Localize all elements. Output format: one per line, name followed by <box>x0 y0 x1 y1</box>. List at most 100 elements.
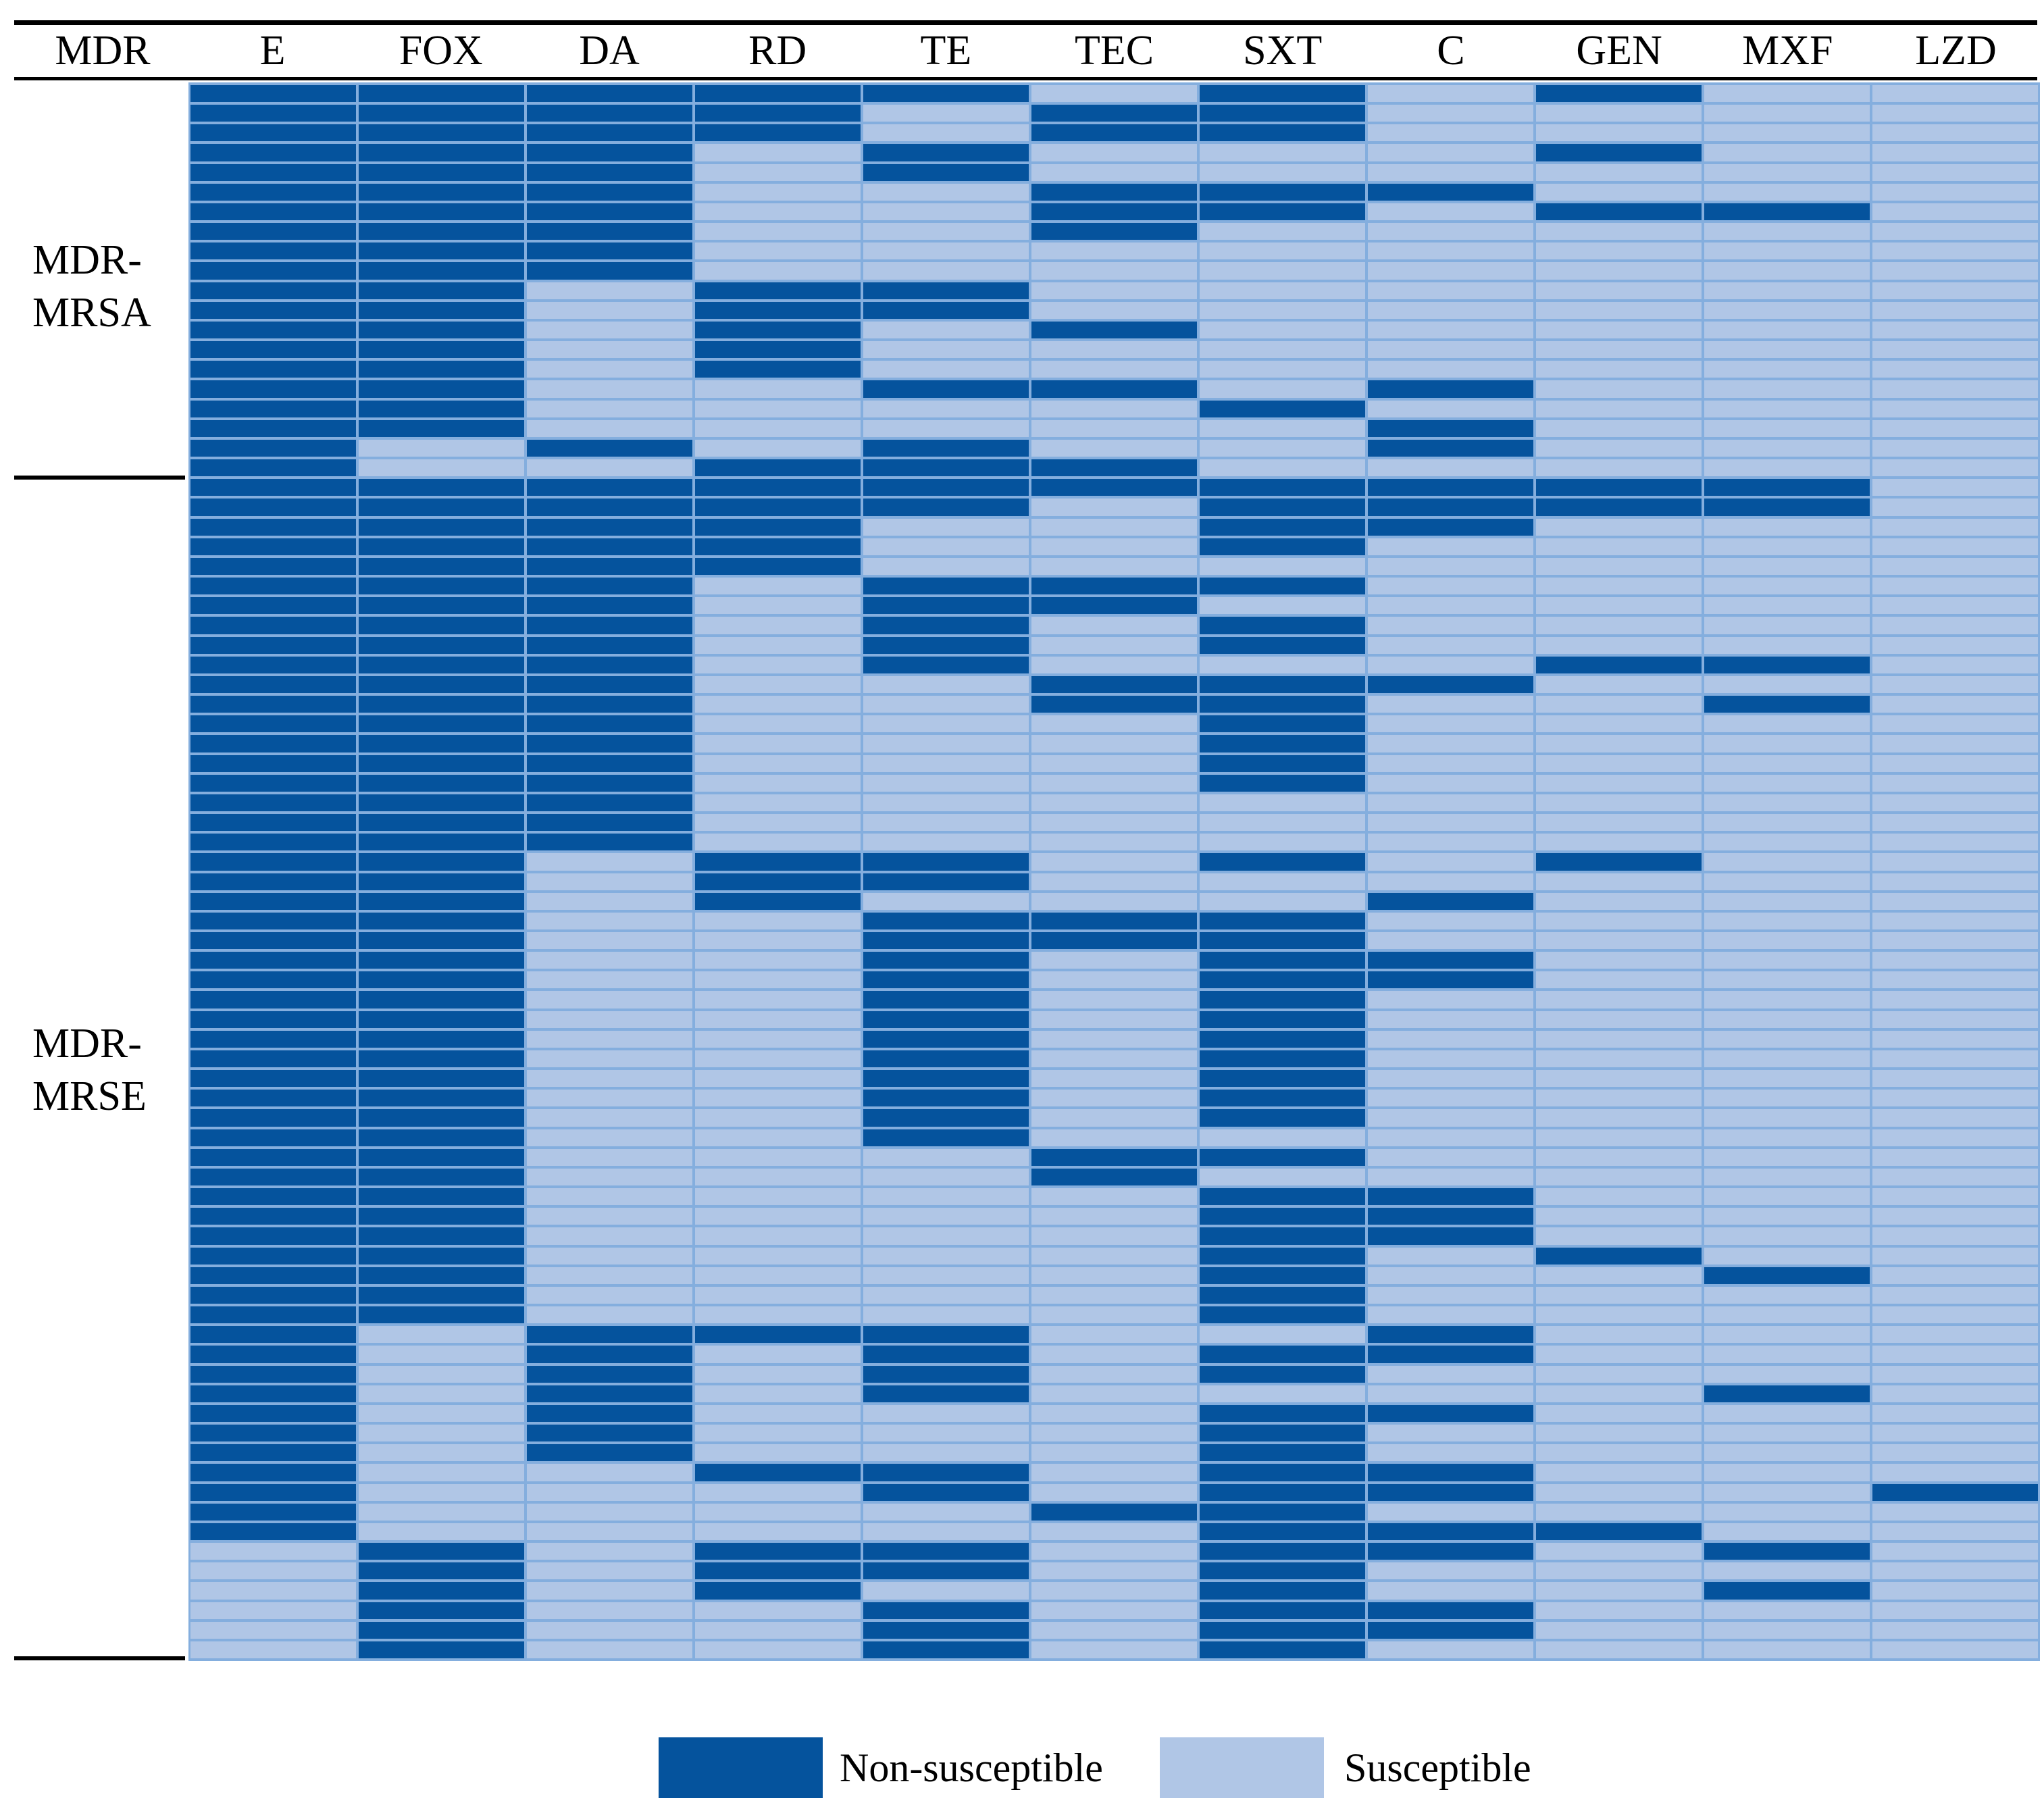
heatmap-cell <box>695 1385 861 1402</box>
heatmap-cell <box>1704 1050 1870 1068</box>
heatmap-cell <box>1536 124 1702 142</box>
heatmap-cell <box>863 1109 1029 1127</box>
heatmap-cell <box>1704 1464 1870 1481</box>
heatmap-cell <box>1872 124 2038 142</box>
heatmap-cell <box>1031 499 1197 516</box>
heatmap-cell <box>1704 715 1870 733</box>
heatmap-cell <box>1031 1621 1197 1639</box>
heatmap-cell <box>190 1247 356 1265</box>
heatmap-cell <box>1704 361 1870 378</box>
heatmap-cell <box>695 1306 861 1324</box>
heatmap-cell <box>1368 578 1533 595</box>
heatmap-cell <box>190 617 356 634</box>
heatmap-cell <box>863 1208 1029 1225</box>
heatmap-cell <box>1031 459 1197 477</box>
heatmap-cell <box>1536 1385 1702 1402</box>
heatmap-cell <box>1368 1129 1533 1146</box>
heatmap-cell <box>1368 321 1533 339</box>
heatmap-cell <box>695 617 861 634</box>
heatmap-cell <box>527 1444 692 1462</box>
heatmap-cell <box>1872 912 2038 929</box>
heatmap-cell <box>1200 675 1365 694</box>
heatmap-cell <box>1200 834 1365 851</box>
heatmap-cell <box>1872 538 2038 555</box>
heatmap-cell <box>527 341 692 359</box>
heatmap-cell <box>695 656 861 673</box>
heatmap-cell <box>1536 183 1702 201</box>
heatmap-cell <box>1368 1444 1533 1462</box>
legend-label-susceptible: Susceptible <box>1344 1745 1531 1790</box>
heatmap-cell <box>1704 853 1870 871</box>
heatmap-cell <box>1872 400 2038 417</box>
heatmap-cell <box>1200 380 1365 398</box>
heatmap-cell <box>1368 1365 1533 1383</box>
heatmap-cell <box>1031 675 1197 694</box>
heatmap-cell <box>1200 1247 1365 1265</box>
heatmap-cell <box>863 971 1029 989</box>
heatmap-cell <box>1031 1306 1197 1324</box>
heatmap-cell <box>863 755 1029 772</box>
heatmap-cell <box>1368 1148 1533 1166</box>
heatmap-cell <box>1536 459 1702 477</box>
heatmap-cell <box>1368 1267 1533 1284</box>
heatmap-cell <box>1200 242 1365 260</box>
heatmap-cell <box>527 1090 692 1107</box>
heatmap-cell <box>863 144 1029 161</box>
heatmap-cell <box>863 834 1029 851</box>
heatmap-cell <box>1031 1503 1197 1521</box>
heatmap-cell <box>190 834 356 851</box>
heatmap-cell <box>1872 1090 2038 1107</box>
heatmap-cell <box>527 853 692 871</box>
heatmap-cell <box>1200 262 1365 280</box>
column-header-c: C <box>1437 28 1465 74</box>
heatmap-cell <box>695 1365 861 1383</box>
heatmap-cell <box>527 1109 692 1127</box>
heatmap-cell <box>1704 774 1870 792</box>
heatmap-cell <box>1031 1483 1197 1501</box>
heatmap-cell <box>1031 892 1197 910</box>
heatmap-cell <box>527 479 692 496</box>
heatmap-cell <box>695 971 861 989</box>
heatmap-cell <box>1368 242 1533 260</box>
heatmap-cell <box>359 1011 524 1028</box>
heatmap-cell <box>695 85 861 103</box>
heatmap-cell <box>1368 479 1533 496</box>
heatmap-cell <box>1536 1050 1702 1068</box>
heatmap-cell <box>1031 124 1197 142</box>
heatmap-cell <box>1872 1188 2038 1206</box>
heatmap-cell <box>1200 794 1365 811</box>
heatmap-cell <box>1031 1267 1197 1284</box>
heatmap-cell <box>190 991 356 1008</box>
heatmap-cell <box>1536 952 1702 969</box>
heatmap-cell <box>359 1464 524 1481</box>
heatmap-cell <box>1200 1208 1365 1225</box>
heatmap-cell <box>359 853 524 871</box>
heatmap-cell <box>1872 873 2038 890</box>
heatmap-cell <box>1704 1543 1870 1560</box>
heatmap-cell <box>1536 1030 1702 1048</box>
heatmap-cell <box>1031 183 1197 201</box>
heatmap-cell <box>1704 1286 1870 1304</box>
heatmap-cell <box>1200 814 1365 832</box>
heatmap-cell <box>1031 400 1197 417</box>
heatmap-cell <box>1704 321 1870 339</box>
heatmap-cell <box>1031 242 1197 260</box>
heatmap-cell <box>1704 1247 1870 1265</box>
heatmap-cell <box>1872 1227 2038 1245</box>
heatmap-cell <box>190 1503 356 1521</box>
heatmap-cell <box>1031 971 1197 989</box>
column-header-sxt: SXT <box>1243 28 1323 74</box>
heatmap-cell <box>1200 183 1365 201</box>
heatmap-cell <box>1368 774 1533 792</box>
heatmap-cell <box>1536 656 1702 673</box>
heatmap-cell <box>863 774 1029 792</box>
heatmap-cell <box>1704 1129 1870 1146</box>
heatmap-cell <box>1368 1346 1533 1363</box>
heatmap-cell <box>359 1425 524 1442</box>
heatmap-cell <box>863 675 1029 694</box>
heatmap-cell <box>1368 1070 1533 1088</box>
heatmap-cell <box>190 1148 356 1166</box>
heatmap-cell <box>1872 952 2038 969</box>
heatmap-cell <box>1872 1621 2038 1639</box>
heatmap-cell <box>695 1543 861 1560</box>
